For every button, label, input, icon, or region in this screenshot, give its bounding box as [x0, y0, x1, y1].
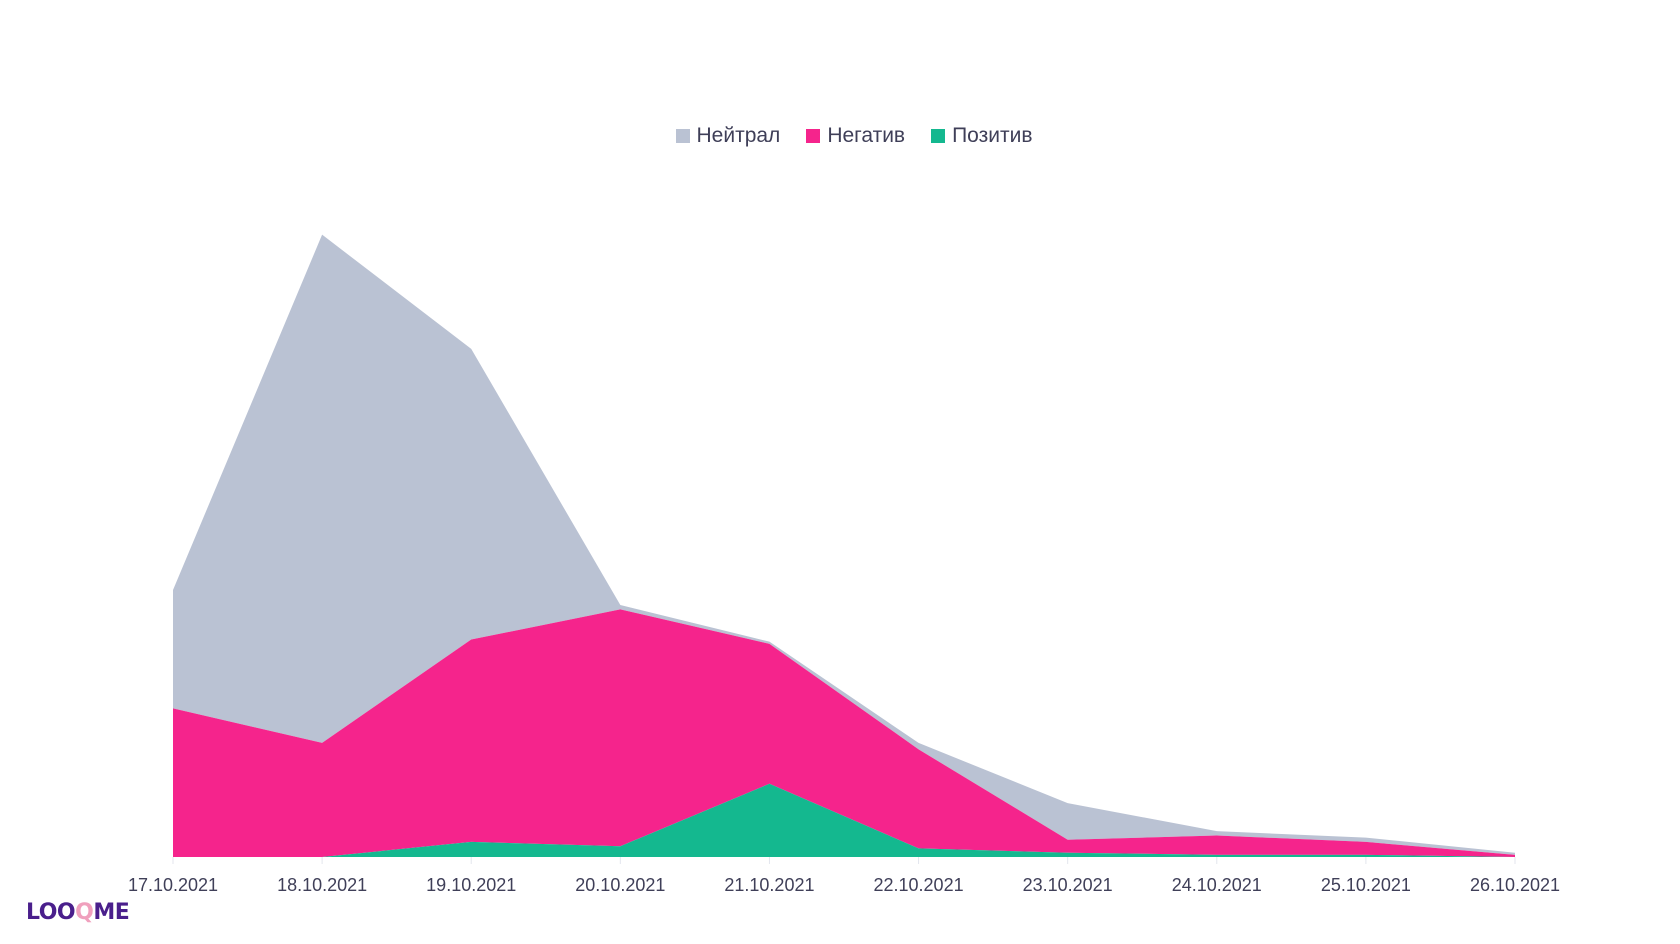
legend-item[interactable]: Негатив: [806, 124, 905, 148]
legend-swatch: [675, 129, 690, 143]
legend-swatch: [806, 129, 821, 143]
area-series-0: [173, 783, 1515, 857]
x-tick-label: 21.10.2021: [724, 875, 814, 895]
legend-swatch: [931, 129, 946, 143]
area-series-1: [173, 609, 1515, 857]
legend: Нейтрал Негатив Позитив: [0, 124, 1680, 148]
legend-item[interactable]: Нейтрал: [675, 124, 781, 148]
x-tick-label: 23.10.2021: [1023, 875, 1113, 895]
logo-text: LOO: [26, 900, 76, 925]
legend-label: Позитив: [952, 124, 1033, 147]
legend-label: Нейтрал: [696, 124, 781, 147]
logo-text-end: ME: [93, 900, 130, 925]
x-tick-label: 26.10.2021: [1470, 875, 1560, 895]
x-tick-label: 24.10.2021: [1172, 875, 1262, 895]
x-tick-label: 17.10.2021: [128, 875, 218, 895]
legend-item[interactable]: Позитив: [931, 124, 1032, 148]
x-tick-label: 22.10.2021: [874, 875, 964, 895]
x-tick-label: 25.10.2021: [1321, 875, 1411, 895]
x-tick-label: 20.10.2021: [575, 875, 665, 895]
looqme-logo: LOOQME: [26, 900, 130, 925]
x-tick-label: 18.10.2021: [277, 875, 367, 895]
logo-q: Q: [75, 900, 94, 925]
x-tick-label: 19.10.2021: [426, 875, 516, 895]
legend-label: Негатив: [827, 124, 906, 147]
area-series-2: [173, 234, 1515, 855]
